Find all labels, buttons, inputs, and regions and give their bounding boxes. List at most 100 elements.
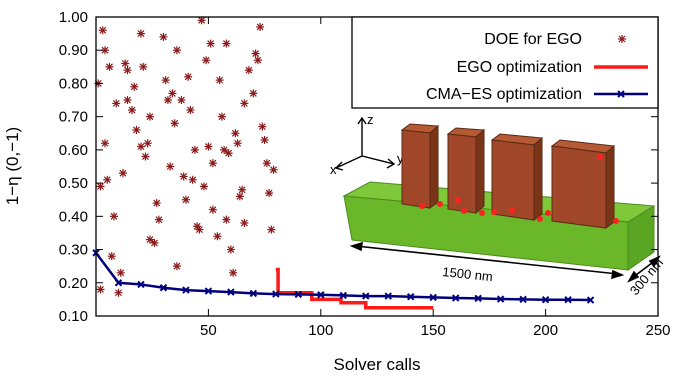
doe-point (103, 175, 112, 184)
legend: DOE for EGO EGO optimization CMA−ES optimi… (351, 16, 659, 109)
y-tick-label: 0.70 (59, 109, 88, 126)
doe-point (260, 135, 269, 144)
doe-point (161, 76, 170, 85)
cma-es-point (586, 296, 595, 304)
doe-point (251, 49, 260, 58)
cma-es-point (541, 296, 550, 304)
y-tick-label: 0.10 (59, 308, 88, 325)
x-tick-label: 50 (200, 322, 217, 339)
doe-point (197, 16, 206, 25)
cma-es-point (496, 295, 505, 303)
doe-point (222, 215, 231, 224)
cma-es-point (227, 288, 235, 296)
y-tick-label: 0.60 (59, 142, 88, 159)
doe-point (202, 56, 211, 65)
doe-point (233, 139, 242, 148)
doe-point (208, 205, 217, 214)
cma-es-point (204, 287, 213, 295)
doe-point (184, 72, 193, 81)
doe-point (154, 215, 163, 224)
legend-label: EGO optimization (457, 59, 582, 76)
cma-es-point (339, 291, 347, 300)
cma-es-point (294, 290, 303, 299)
cma-es-point (451, 294, 460, 302)
doe-point (215, 76, 224, 85)
doe-point (163, 96, 172, 105)
doe-point (168, 89, 177, 98)
doe-point (258, 122, 267, 131)
doe-point (226, 245, 235, 254)
cma-es-point (249, 289, 258, 298)
doe-point (150, 238, 159, 247)
x-tick-label: 200 (533, 322, 558, 339)
x-tick-label: 100 (308, 322, 333, 339)
doe-point (240, 218, 249, 227)
doe-point (217, 112, 226, 121)
doe-point (267, 225, 276, 234)
doe-point (256, 22, 265, 31)
doe-point (141, 152, 150, 161)
doe-point (179, 172, 188, 181)
doe-point (112, 99, 121, 108)
y-axis-label: 1−η (0,−1) (3, 127, 22, 205)
cma-es-point (362, 292, 370, 300)
doe-point (208, 159, 217, 168)
doe-point (96, 182, 105, 191)
y-tick-label: 0.20 (59, 275, 88, 292)
doe-point (172, 46, 181, 55)
ego-optimization-line (275, 267, 434, 310)
cma-es-point (114, 279, 123, 287)
doe-point (177, 96, 186, 105)
doe-point (262, 159, 271, 168)
doe-point (240, 99, 249, 108)
y-tick-label: 0.40 (59, 208, 88, 225)
legend-marker-cma-es (617, 90, 625, 98)
doe-point (166, 162, 175, 171)
doe-point (222, 39, 231, 48)
legend-marker-doe (618, 35, 626, 43)
doe-point (186, 106, 195, 115)
inset-axis-y: y (397, 151, 404, 166)
cma-es-point (407, 293, 415, 301)
doe-point (269, 165, 278, 174)
doe-point (253, 56, 262, 65)
doe-point (100, 139, 109, 148)
doe-point (235, 192, 244, 201)
doe-point (123, 96, 132, 105)
y-tick-label: 0.30 (59, 242, 88, 259)
dimension-arrows (349, 241, 661, 283)
series (92, 16, 595, 310)
cma-es-optimization-line (95, 252, 591, 302)
doe-point (96, 285, 105, 294)
inset-axis-z: z (367, 112, 374, 127)
doe-point (98, 26, 107, 35)
cma-es-point (474, 294, 482, 303)
doe-point (143, 139, 152, 148)
y-tick-label: 0.90 (59, 42, 88, 59)
doe-point (244, 66, 253, 75)
doe-point (109, 212, 118, 221)
doe-point (199, 182, 208, 191)
cma-es-point (159, 284, 168, 292)
doe-point (121, 59, 130, 68)
legend-label: DOE for EGO (484, 31, 582, 48)
sample-points (419, 154, 619, 224)
pillars (400, 123, 616, 229)
y-tick-label: 0.80 (59, 75, 88, 92)
cma-es-point (137, 280, 145, 289)
doe-point (132, 125, 141, 134)
doe-point (220, 145, 229, 154)
doe-point (105, 62, 114, 71)
doe-point (265, 189, 274, 198)
cma-es-point (384, 292, 392, 300)
doe-point (130, 82, 139, 91)
doe-point (159, 32, 168, 41)
doe-point (213, 232, 222, 241)
doe-point (145, 235, 154, 244)
doe-point (181, 195, 190, 204)
doe-point (238, 185, 247, 194)
x-tick-label: 250 (645, 322, 670, 339)
doe-point (172, 262, 181, 271)
doe-point (204, 142, 213, 151)
